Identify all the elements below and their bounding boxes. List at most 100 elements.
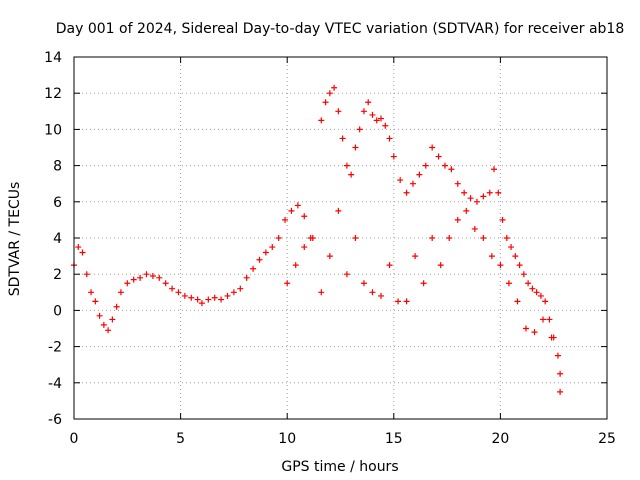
x-tick-label: 0 [70, 431, 79, 447]
series-daytime-low [284, 207, 564, 395]
data-point [486, 189, 493, 196]
data-point [382, 122, 389, 129]
x-tick-label: 20 [491, 431, 509, 447]
data-point [416, 171, 423, 178]
data-point [480, 193, 487, 200]
data-point [529, 285, 536, 292]
data-points [71, 84, 564, 395]
data-point [292, 262, 299, 269]
data-point [548, 334, 555, 341]
x-tick-label: 10 [278, 431, 296, 447]
data-point [218, 296, 225, 303]
data-point [348, 171, 355, 178]
data-point [262, 249, 269, 256]
data-point [162, 280, 169, 287]
y-tick-label: 4 [53, 231, 62, 247]
data-point [369, 289, 376, 296]
data-point [360, 108, 367, 115]
data-point [100, 321, 107, 328]
data-point [546, 316, 553, 323]
axis-ticks: 0 5 10 15 20 25 -6 -4 -2 0 2 4 6 8 10 12 14 [44, 50, 616, 447]
data-point [461, 189, 468, 196]
data-point [288, 207, 295, 214]
data-point [531, 329, 538, 336]
series-baseline [71, 202, 314, 334]
y-tick-label: 2 [53, 267, 62, 283]
data-point [79, 249, 86, 256]
y-axis-label: SDTVAR / TECUs [7, 182, 23, 297]
data-point [83, 271, 90, 278]
data-point [554, 352, 561, 359]
data-point [237, 285, 244, 292]
data-point [520, 271, 527, 278]
data-point [378, 115, 385, 122]
data-point [365, 99, 372, 106]
data-point [360, 280, 367, 287]
data-point [230, 289, 237, 296]
data-point [256, 256, 263, 263]
data-point [454, 180, 461, 187]
data-point [343, 271, 350, 278]
data-point [224, 292, 231, 299]
data-point [395, 298, 402, 305]
data-point [488, 253, 495, 260]
data-point [499, 216, 506, 223]
data-point [512, 253, 519, 260]
data-point [275, 235, 282, 241]
data-point [369, 111, 376, 118]
data-point [352, 144, 359, 151]
x-tick-label: 25 [598, 431, 616, 447]
x-axis-label: GPS time / hours [281, 459, 398, 475]
data-point [137, 274, 144, 281]
data-point [124, 280, 131, 287]
data-point [390, 153, 397, 160]
data-point [318, 289, 325, 296]
y-tick-label: -2 [48, 340, 62, 356]
data-point [301, 213, 308, 220]
data-point [301, 244, 308, 251]
data-point [339, 135, 346, 142]
data-point [516, 262, 523, 269]
data-point [243, 274, 250, 281]
data-point [181, 292, 188, 299]
data-point [533, 289, 540, 296]
data-point [294, 202, 301, 209]
data-point [435, 153, 442, 160]
data-point [409, 180, 416, 187]
data-point [96, 312, 103, 319]
data-point [514, 298, 521, 305]
data-point [211, 294, 218, 301]
data-point [508, 244, 515, 251]
data-point [169, 285, 176, 292]
data-point [149, 273, 156, 280]
data-point [117, 289, 124, 296]
data-point [335, 207, 342, 214]
data-point [284, 280, 291, 287]
data-point [109, 316, 116, 323]
data-point [467, 195, 474, 202]
data-point [495, 189, 502, 196]
data-point [403, 189, 410, 196]
y-tick-label: 8 [53, 159, 62, 175]
data-point [412, 253, 419, 260]
data-point [105, 327, 112, 334]
data-point [386, 262, 393, 269]
data-point [429, 235, 436, 241]
data-point [88, 289, 95, 296]
data-point [156, 274, 163, 281]
series-daytime-high [318, 84, 564, 377]
data-point [503, 235, 510, 241]
data-point [437, 262, 444, 269]
data-point [397, 177, 404, 184]
data-point [497, 262, 504, 269]
data-point [378, 292, 385, 299]
data-point [446, 235, 453, 241]
y-tick-label: 12 [44, 86, 62, 102]
data-point [557, 370, 564, 377]
data-point [331, 84, 338, 91]
data-point [188, 294, 195, 301]
data-point [373, 117, 380, 124]
data-point [386, 135, 393, 142]
data-point [143, 271, 150, 278]
